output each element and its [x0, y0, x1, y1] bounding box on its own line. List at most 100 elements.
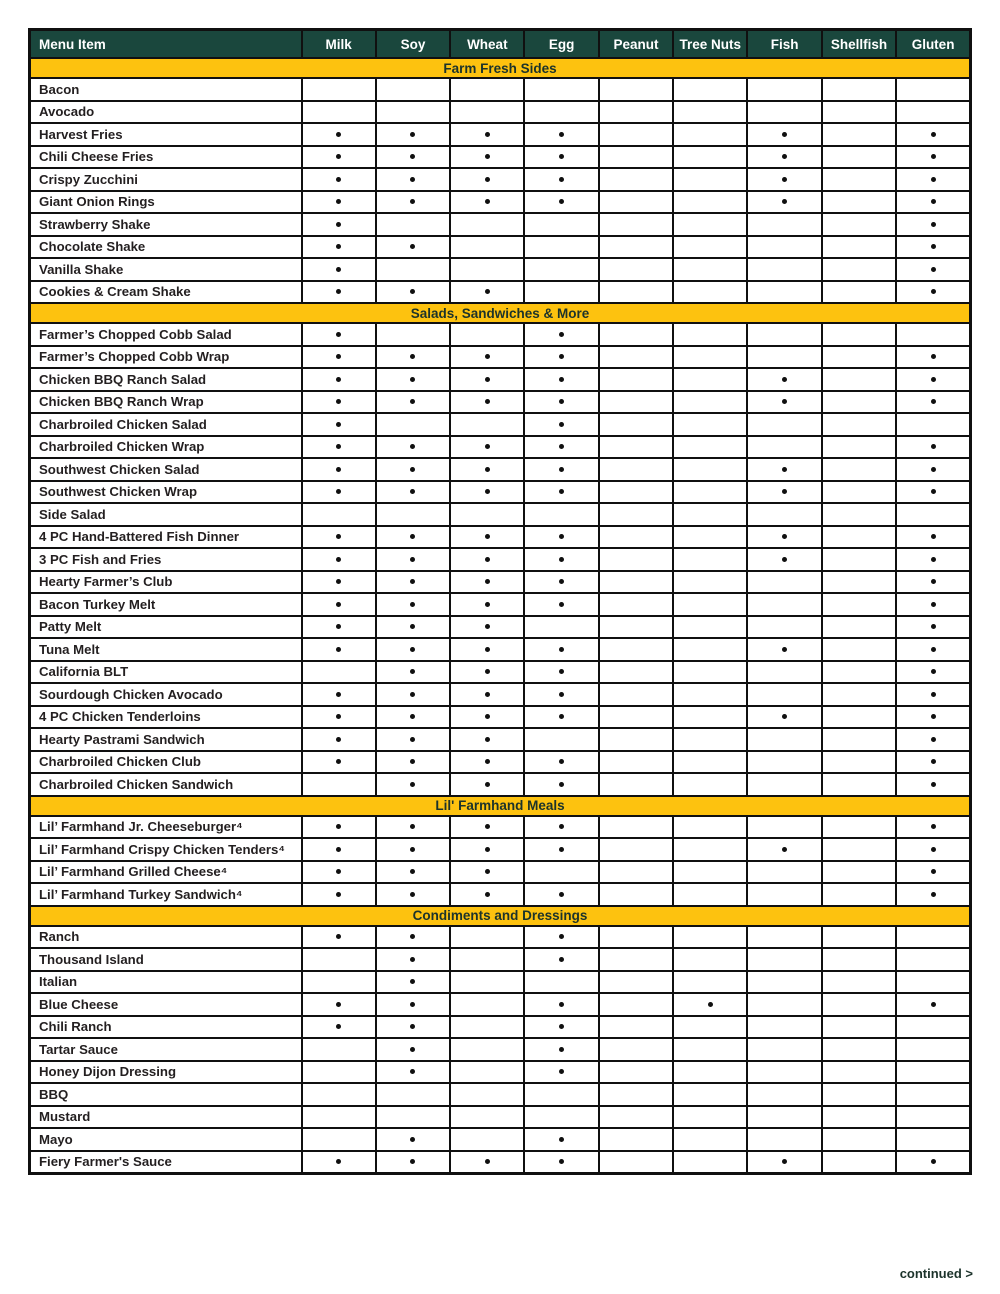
- allergen-cell-egg: [523, 434, 600, 459]
- allergen-cell-egg: [523, 814, 600, 839]
- allergen-cell-peanut: [597, 322, 675, 347]
- allergen-cell-gluten: [895, 144, 972, 169]
- allergen-dot-icon: [484, 466, 490, 472]
- allergen-dot-icon: [484, 646, 490, 652]
- menu-item-row-chili-ranch: Chili Ranch: [28, 1014, 972, 1039]
- allergen-cell-milk: [300, 1037, 377, 1062]
- allergen-cell-milk: [300, 144, 377, 169]
- allergen-cell-wheat: [449, 969, 526, 994]
- allergen-cell-egg: [523, 1059, 600, 1084]
- allergen-dot-icon: [410, 176, 416, 182]
- allergen-dot-icon: [930, 1001, 936, 1007]
- allergen-cell-gluten: [895, 837, 972, 862]
- allergen-cell-soy: [374, 479, 452, 504]
- allergen-cell-shellfish: [820, 924, 898, 949]
- allergen-cell-egg: [523, 502, 600, 527]
- allergen-cell-wheat: [449, 1014, 526, 1039]
- allergen-dot-icon: [336, 266, 342, 272]
- section-row-condiments-and-dressings: Condiments and Dressings: [28, 904, 972, 927]
- allergen-cell-tree-nuts: [672, 367, 749, 392]
- section-title: Farm Fresh Sides: [28, 57, 972, 79]
- allergen-cell-peanut: [597, 659, 675, 684]
- allergen-cell-milk: [300, 479, 377, 504]
- allergen-dot-icon: [559, 421, 565, 427]
- menu-item-row-vanilla-shake: Vanilla Shake: [28, 257, 972, 282]
- allergen-cell-wheat: [449, 344, 526, 369]
- allergen-cell-tree-nuts: [672, 814, 749, 839]
- allergen-dot-icon: [484, 669, 490, 675]
- allergen-cell-wheat: [449, 144, 526, 169]
- allergen-dot-icon: [559, 1159, 565, 1165]
- allergen-cell-milk: [300, 1059, 377, 1084]
- allergen-cell-soy: [374, 1014, 452, 1039]
- allergen-cell-peanut: [597, 1082, 675, 1107]
- allergen-cell-wheat: [449, 524, 526, 549]
- allergen-dot-icon: [336, 934, 342, 940]
- allergen-cell-egg: [523, 772, 600, 797]
- allergen-dot-icon: [930, 624, 936, 630]
- allergen-dot-icon: [336, 399, 342, 405]
- menu-item-name: Chili Ranch: [28, 1014, 303, 1039]
- allergen-cell-fish: [746, 77, 823, 102]
- allergen-cell-milk: [300, 457, 377, 482]
- allergen-dot-icon: [410, 1046, 416, 1052]
- allergen-cell-gluten: [895, 772, 972, 797]
- allergen-cell-gluten: [895, 637, 972, 662]
- allergen-dot-icon: [930, 176, 936, 182]
- allergen-cell-fish: [746, 1127, 823, 1152]
- allergen-cell-fish: [746, 969, 823, 994]
- allergen-cell-peanut: [597, 614, 675, 639]
- allergen-cell-fish: [746, 947, 823, 972]
- allergen-cell-peanut: [597, 502, 675, 527]
- allergen-dot-icon: [559, 781, 565, 787]
- allergen-dot-icon: [410, 1136, 416, 1142]
- menu-item-name: Chicken BBQ Ranch Wrap: [28, 389, 303, 414]
- allergen-dot-icon: [336, 1159, 342, 1165]
- allergen-dot-icon: [484, 534, 490, 540]
- allergen-cell-peanut: [597, 969, 675, 994]
- menu-item-name: Honey Dijon Dressing: [28, 1059, 303, 1084]
- allergen-dot-icon: [559, 601, 565, 607]
- allergen-cell-egg: [523, 924, 600, 949]
- allergen-cell-shellfish: [820, 167, 898, 192]
- allergen-dot-icon: [559, 154, 565, 160]
- allergen-cell-shellfish: [820, 727, 898, 752]
- allergen-dot-icon: [410, 691, 416, 697]
- menu-item-row-lil-farmhand-grilled-cheese: Lil’ Farmhand Grilled Cheese⁴: [28, 859, 972, 884]
- menu-item-row-side-salad: Side Salad: [28, 502, 972, 527]
- allergen-cell-tree-nuts: [672, 234, 749, 259]
- allergen-dot-icon: [410, 781, 416, 787]
- allergen-dot-icon: [782, 534, 788, 540]
- allergen-cell-gluten: [895, 569, 972, 594]
- column-header-milk: Milk: [300, 28, 377, 59]
- allergen-dot-icon: [559, 556, 565, 562]
- allergen-cell-peanut: [597, 77, 675, 102]
- menu-item-row-southwest-chicken-salad: Southwest Chicken Salad: [28, 457, 972, 482]
- allergen-dot-icon: [410, 399, 416, 405]
- allergen-cell-gluten: [895, 389, 972, 414]
- allergen-cell-soy: [374, 749, 452, 774]
- menu-item-name: Lil’ Farmhand Jr. Cheeseburger⁴: [28, 814, 303, 839]
- allergen-cell-gluten: [895, 682, 972, 707]
- allergen-cell-peanut: [597, 234, 675, 259]
- allergen-cell-shellfish: [820, 992, 898, 1017]
- allergen-cell-fish: [746, 814, 823, 839]
- allergen-dot-icon: [410, 1069, 416, 1075]
- allergen-dot-icon: [930, 891, 936, 897]
- allergen-dot-icon: [336, 354, 342, 360]
- allergen-cell-milk: [300, 592, 377, 617]
- allergen-dot-icon: [410, 534, 416, 540]
- menu-item-row-southwest-chicken-wrap: Southwest Chicken Wrap: [28, 479, 972, 504]
- allergen-dot-icon: [336, 331, 342, 337]
- allergen-cell-fish: [746, 992, 823, 1017]
- allergen-cell-peanut: [597, 1014, 675, 1039]
- allergen-dot-icon: [930, 1159, 936, 1165]
- allergen-cell-gluten: [895, 122, 972, 147]
- menu-item-name: Chocolate Shake: [28, 234, 303, 259]
- allergen-cell-egg: [523, 837, 600, 862]
- allergen-cell-peanut: [597, 434, 675, 459]
- allergen-cell-fish: [746, 122, 823, 147]
- allergen-cell-peanut: [597, 947, 675, 972]
- menu-item-row-tuna-melt: Tuna Melt: [28, 637, 972, 662]
